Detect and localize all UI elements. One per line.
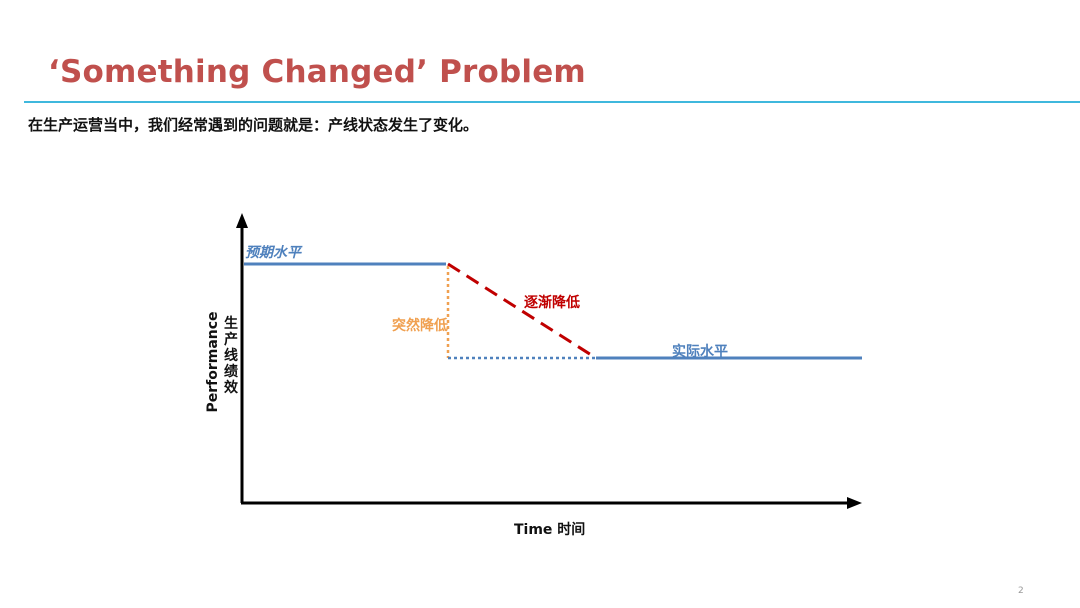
x-axis-arrow [847, 497, 862, 509]
y-axis-label-zh: 生产线绩效 [224, 316, 238, 396]
expected-level-label: 预期水平 [245, 245, 301, 261]
y-axis-arrow [236, 213, 248, 228]
actual-level-label: 实际水平 [672, 344, 728, 360]
slide-subtitle: 在生产运营当中，我们经常遇到的问题就是：产线状态发生了变化。 [28, 116, 479, 134]
gradual-drop-label: 逐渐降低 [524, 295, 580, 311]
gradual-drop-line [447, 262, 597, 360]
page-number: 2 [1018, 586, 1024, 596]
sudden-drop-label: 突然降低 [392, 318, 448, 334]
y-axis-label-en: Performance [205, 311, 221, 413]
slide-title: ‘Something Changed’ Problem [48, 54, 586, 90]
x-axis-label: Time 时间 [514, 522, 586, 538]
title-divider [24, 101, 1080, 103]
